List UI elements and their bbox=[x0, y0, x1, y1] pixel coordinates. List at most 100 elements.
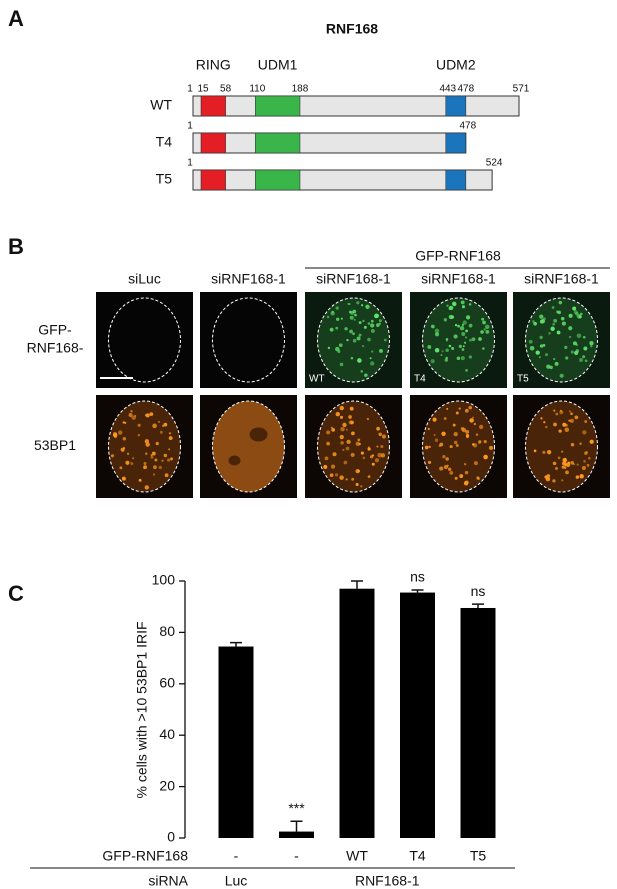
focus bbox=[362, 456, 366, 460]
focus bbox=[460, 300, 465, 305]
annotation: ns bbox=[471, 583, 486, 599]
focus bbox=[584, 451, 588, 456]
focus bbox=[339, 475, 344, 480]
focus bbox=[367, 337, 371, 342]
focus bbox=[575, 349, 580, 353]
focus bbox=[326, 315, 330, 319]
focus bbox=[561, 321, 566, 326]
focus bbox=[153, 465, 157, 470]
focus bbox=[582, 335, 586, 339]
focus bbox=[583, 346, 588, 351]
nucleus bbox=[212, 401, 285, 492]
focus bbox=[581, 465, 587, 471]
focus bbox=[483, 454, 488, 460]
focus bbox=[356, 301, 360, 305]
panel-label: C bbox=[8, 581, 24, 606]
focus bbox=[464, 336, 468, 339]
focus bbox=[552, 461, 557, 466]
focus bbox=[472, 416, 475, 419]
focus bbox=[582, 430, 587, 435]
focus bbox=[352, 332, 355, 336]
focus bbox=[461, 348, 465, 351]
focus bbox=[559, 373, 564, 378]
focus bbox=[358, 333, 362, 337]
focus bbox=[485, 324, 490, 330]
inset-label: WT bbox=[309, 374, 325, 385]
focus bbox=[370, 350, 374, 353]
focus bbox=[458, 407, 461, 410]
focus bbox=[538, 356, 541, 359]
focus bbox=[376, 445, 379, 448]
focus bbox=[570, 412, 573, 416]
row-label: 53BP1 bbox=[34, 437, 76, 453]
focus bbox=[589, 340, 594, 346]
annotation: *** bbox=[288, 800, 305, 816]
focus bbox=[545, 476, 551, 482]
focus bbox=[568, 335, 572, 339]
focus bbox=[349, 406, 354, 411]
focus bbox=[360, 485, 363, 488]
focus bbox=[575, 343, 579, 347]
focus bbox=[355, 482, 359, 487]
focus bbox=[383, 338, 387, 342]
focus bbox=[427, 427, 430, 431]
domain-box bbox=[200, 95, 226, 117]
focus bbox=[349, 315, 354, 320]
focus bbox=[482, 320, 486, 325]
focus bbox=[455, 411, 459, 415]
row-label: GFP-RNF168 bbox=[102, 848, 188, 864]
error-bar bbox=[290, 820, 303, 832]
focus bbox=[448, 306, 452, 311]
focus bbox=[455, 444, 459, 448]
residue-label: 15 bbox=[197, 84, 209, 95]
focus bbox=[152, 451, 155, 455]
focus bbox=[574, 415, 579, 420]
focus bbox=[442, 455, 446, 459]
focus bbox=[556, 330, 561, 335]
focus bbox=[145, 442, 150, 447]
bar bbox=[400, 592, 435, 838]
focus bbox=[331, 428, 336, 432]
focus bbox=[461, 323, 465, 326]
focus bbox=[443, 318, 448, 322]
focus bbox=[356, 336, 361, 341]
focus bbox=[446, 407, 449, 410]
focus bbox=[371, 454, 375, 457]
residue-label: 188 bbox=[292, 84, 309, 95]
focus bbox=[330, 464, 336, 469]
focus bbox=[358, 321, 362, 325]
focus bbox=[370, 329, 375, 333]
focus bbox=[576, 314, 582, 319]
focus bbox=[552, 479, 556, 483]
construct-bar bbox=[192, 95, 520, 117]
x-tick-label: WT bbox=[346, 848, 368, 864]
focus bbox=[170, 457, 174, 461]
focus bbox=[468, 303, 472, 306]
focus bbox=[478, 337, 482, 341]
focus bbox=[471, 337, 476, 342]
nucleus-outline bbox=[525, 400, 598, 493]
focus bbox=[370, 319, 374, 323]
focus bbox=[569, 418, 575, 423]
focus bbox=[345, 446, 350, 451]
error-bar bbox=[411, 589, 424, 593]
focus bbox=[583, 460, 586, 463]
focus bbox=[552, 322, 556, 326]
nucleus-outline bbox=[422, 297, 495, 383]
focus bbox=[459, 326, 465, 331]
focus bbox=[559, 409, 563, 413]
focus bbox=[152, 473, 156, 476]
focus bbox=[340, 317, 343, 320]
focus bbox=[168, 448, 171, 451]
focus bbox=[370, 361, 375, 366]
focus bbox=[453, 440, 458, 445]
focus bbox=[327, 346, 331, 350]
focus bbox=[445, 339, 449, 342]
focus bbox=[363, 325, 367, 329]
focus bbox=[161, 424, 165, 428]
focus bbox=[481, 317, 485, 321]
focus bbox=[349, 329, 353, 334]
y-tick-label: 40 bbox=[159, 726, 175, 742]
error-bar bbox=[351, 580, 363, 589]
focus bbox=[144, 485, 149, 490]
